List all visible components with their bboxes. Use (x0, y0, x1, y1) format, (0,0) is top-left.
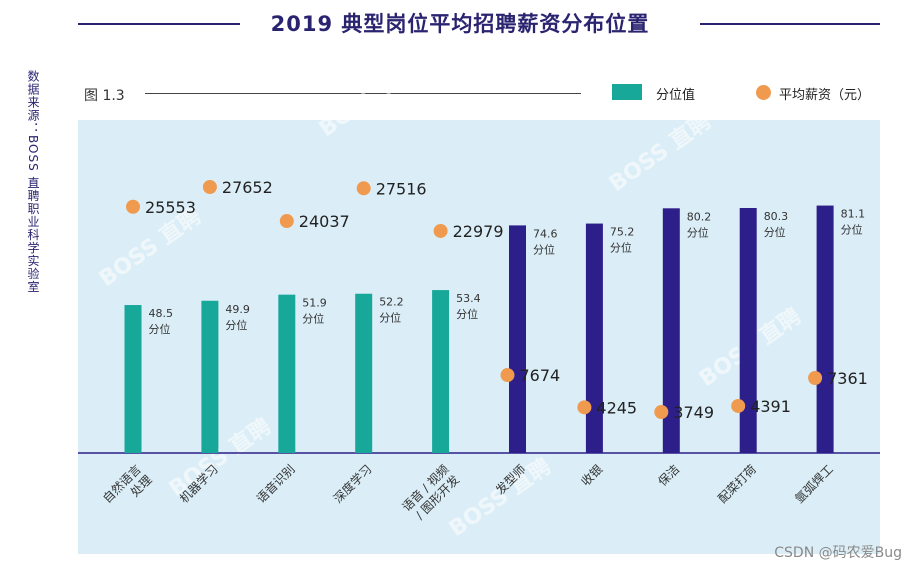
category-label-line-9-0: 氩弧焊工 (791, 461, 836, 506)
bar-value-label-3: 52.2 (379, 296, 404, 309)
legend-bar-label: 分位值 (656, 88, 696, 103)
legend-dot-swatch (756, 85, 771, 100)
category-label-line-7-0: 保洁 (655, 462, 682, 489)
salary-dot-1 (202, 180, 217, 194)
salary-dot-3 (356, 181, 371, 196)
salary-dot-5 (500, 368, 515, 383)
bar-unit-label-4: 分位 (456, 307, 478, 321)
title-divider-left (78, 23, 240, 25)
salary-dot-8 (731, 398, 746, 413)
title-divider-right (700, 23, 880, 25)
salary-label-7: 3749 (673, 403, 714, 422)
bar-value-label-2: 51.9 (302, 297, 327, 310)
bar-unit-label-1: 分位 (225, 318, 247, 332)
bar-unit-label-0: 分位 (149, 322, 171, 336)
bar-value-label-1: 49.9 (225, 303, 250, 316)
bar-value-label-4: 53.4 (456, 292, 481, 305)
salary-dot-2 (279, 214, 294, 229)
category-label-line-5-0: 发型师 (492, 461, 528, 497)
category-label-6: 收银 (578, 462, 605, 489)
bar-unit-label-5: 分位 (533, 242, 555, 256)
bar-2 (278, 294, 296, 453)
figure-label: 图 1.3 (84, 88, 125, 104)
category-label-line-8-0: 配菜打荷 (715, 462, 759, 506)
salary-label-5: 7674 (520, 366, 561, 385)
bar-3 (355, 293, 373, 453)
salary-label-3: 27516 (376, 179, 427, 198)
salary-label-8: 4391 (750, 397, 791, 416)
bar-0 (124, 305, 142, 453)
category-label-2: 语音识别 (253, 461, 298, 506)
salary-label-9: 7361 (827, 369, 868, 388)
salary-dot-4 (433, 223, 448, 238)
bar-unit-label-7: 分位 (687, 225, 709, 239)
category-label-3: 深度学习 (330, 461, 375, 506)
category-label-line-6-0: 收银 (578, 462, 605, 489)
bar-8 (739, 208, 757, 453)
footer-credit: CSDN @码农爱Bug (774, 545, 902, 561)
bar-value-label-6: 75.2 (610, 226, 635, 239)
bar-unit-label-3: 分位 (379, 311, 401, 325)
salary-dot-7 (654, 405, 669, 419)
salary-dot-6 (577, 400, 592, 415)
bar-value-label-0: 48.5 (149, 307, 174, 320)
bar-5 (509, 225, 526, 453)
legend-bar-swatch (612, 84, 642, 100)
bar-value-label-5: 74.6 (533, 227, 558, 240)
bar-unit-label-9: 分位 (841, 223, 863, 237)
bar-9 (816, 205, 834, 453)
salary-label-2: 24037 (299, 212, 350, 231)
category-label-4: 语音 / 视频/ 图形开发 (399, 461, 462, 522)
category-label-line-1-0: 机器学习 (176, 461, 221, 506)
category-label-1: 机器学习 (176, 461, 221, 506)
bar-value-label-9: 81.1 (841, 208, 866, 221)
salary-label-4: 22979 (453, 222, 504, 241)
category-label-line-3-0: 深度学习 (330, 461, 375, 506)
bar-4 (432, 290, 450, 453)
salary-label-6: 4245 (596, 398, 637, 417)
data-source: 数据来源：BOSS 直聘职业科学实验室 (26, 70, 40, 294)
bar-7 (662, 208, 680, 453)
category-label-5: 发型师 (492, 461, 528, 497)
bar-unit-label-6: 分位 (610, 241, 632, 255)
category-label-9: 氩弧焊工 (791, 461, 836, 506)
category-label-line-2-0: 语音识别 (253, 461, 298, 506)
category-label-7: 保洁 (655, 462, 682, 489)
category-label-8: 配菜打荷 (715, 462, 759, 506)
bar-unit-label-8: 分位 (764, 225, 786, 239)
bar-value-label-7: 80.2 (687, 210, 712, 223)
salary-dot-9 (808, 371, 823, 386)
figure-divider (145, 93, 581, 94)
salary-label-1: 27652 (222, 178, 273, 197)
bar-unit-label-2: 分位 (302, 312, 324, 326)
bar-value-label-8: 80.3 (764, 210, 789, 223)
legend-dot-label: 平均薪资（元） (779, 88, 871, 103)
chart-title: 2019 典型岗位平均招聘薪资分布位置 (270, 12, 650, 36)
bar-1 (201, 300, 219, 453)
bar-6 (585, 223, 603, 453)
salary-dot-0 (126, 199, 140, 214)
salary-label-0: 25553 (145, 198, 196, 217)
